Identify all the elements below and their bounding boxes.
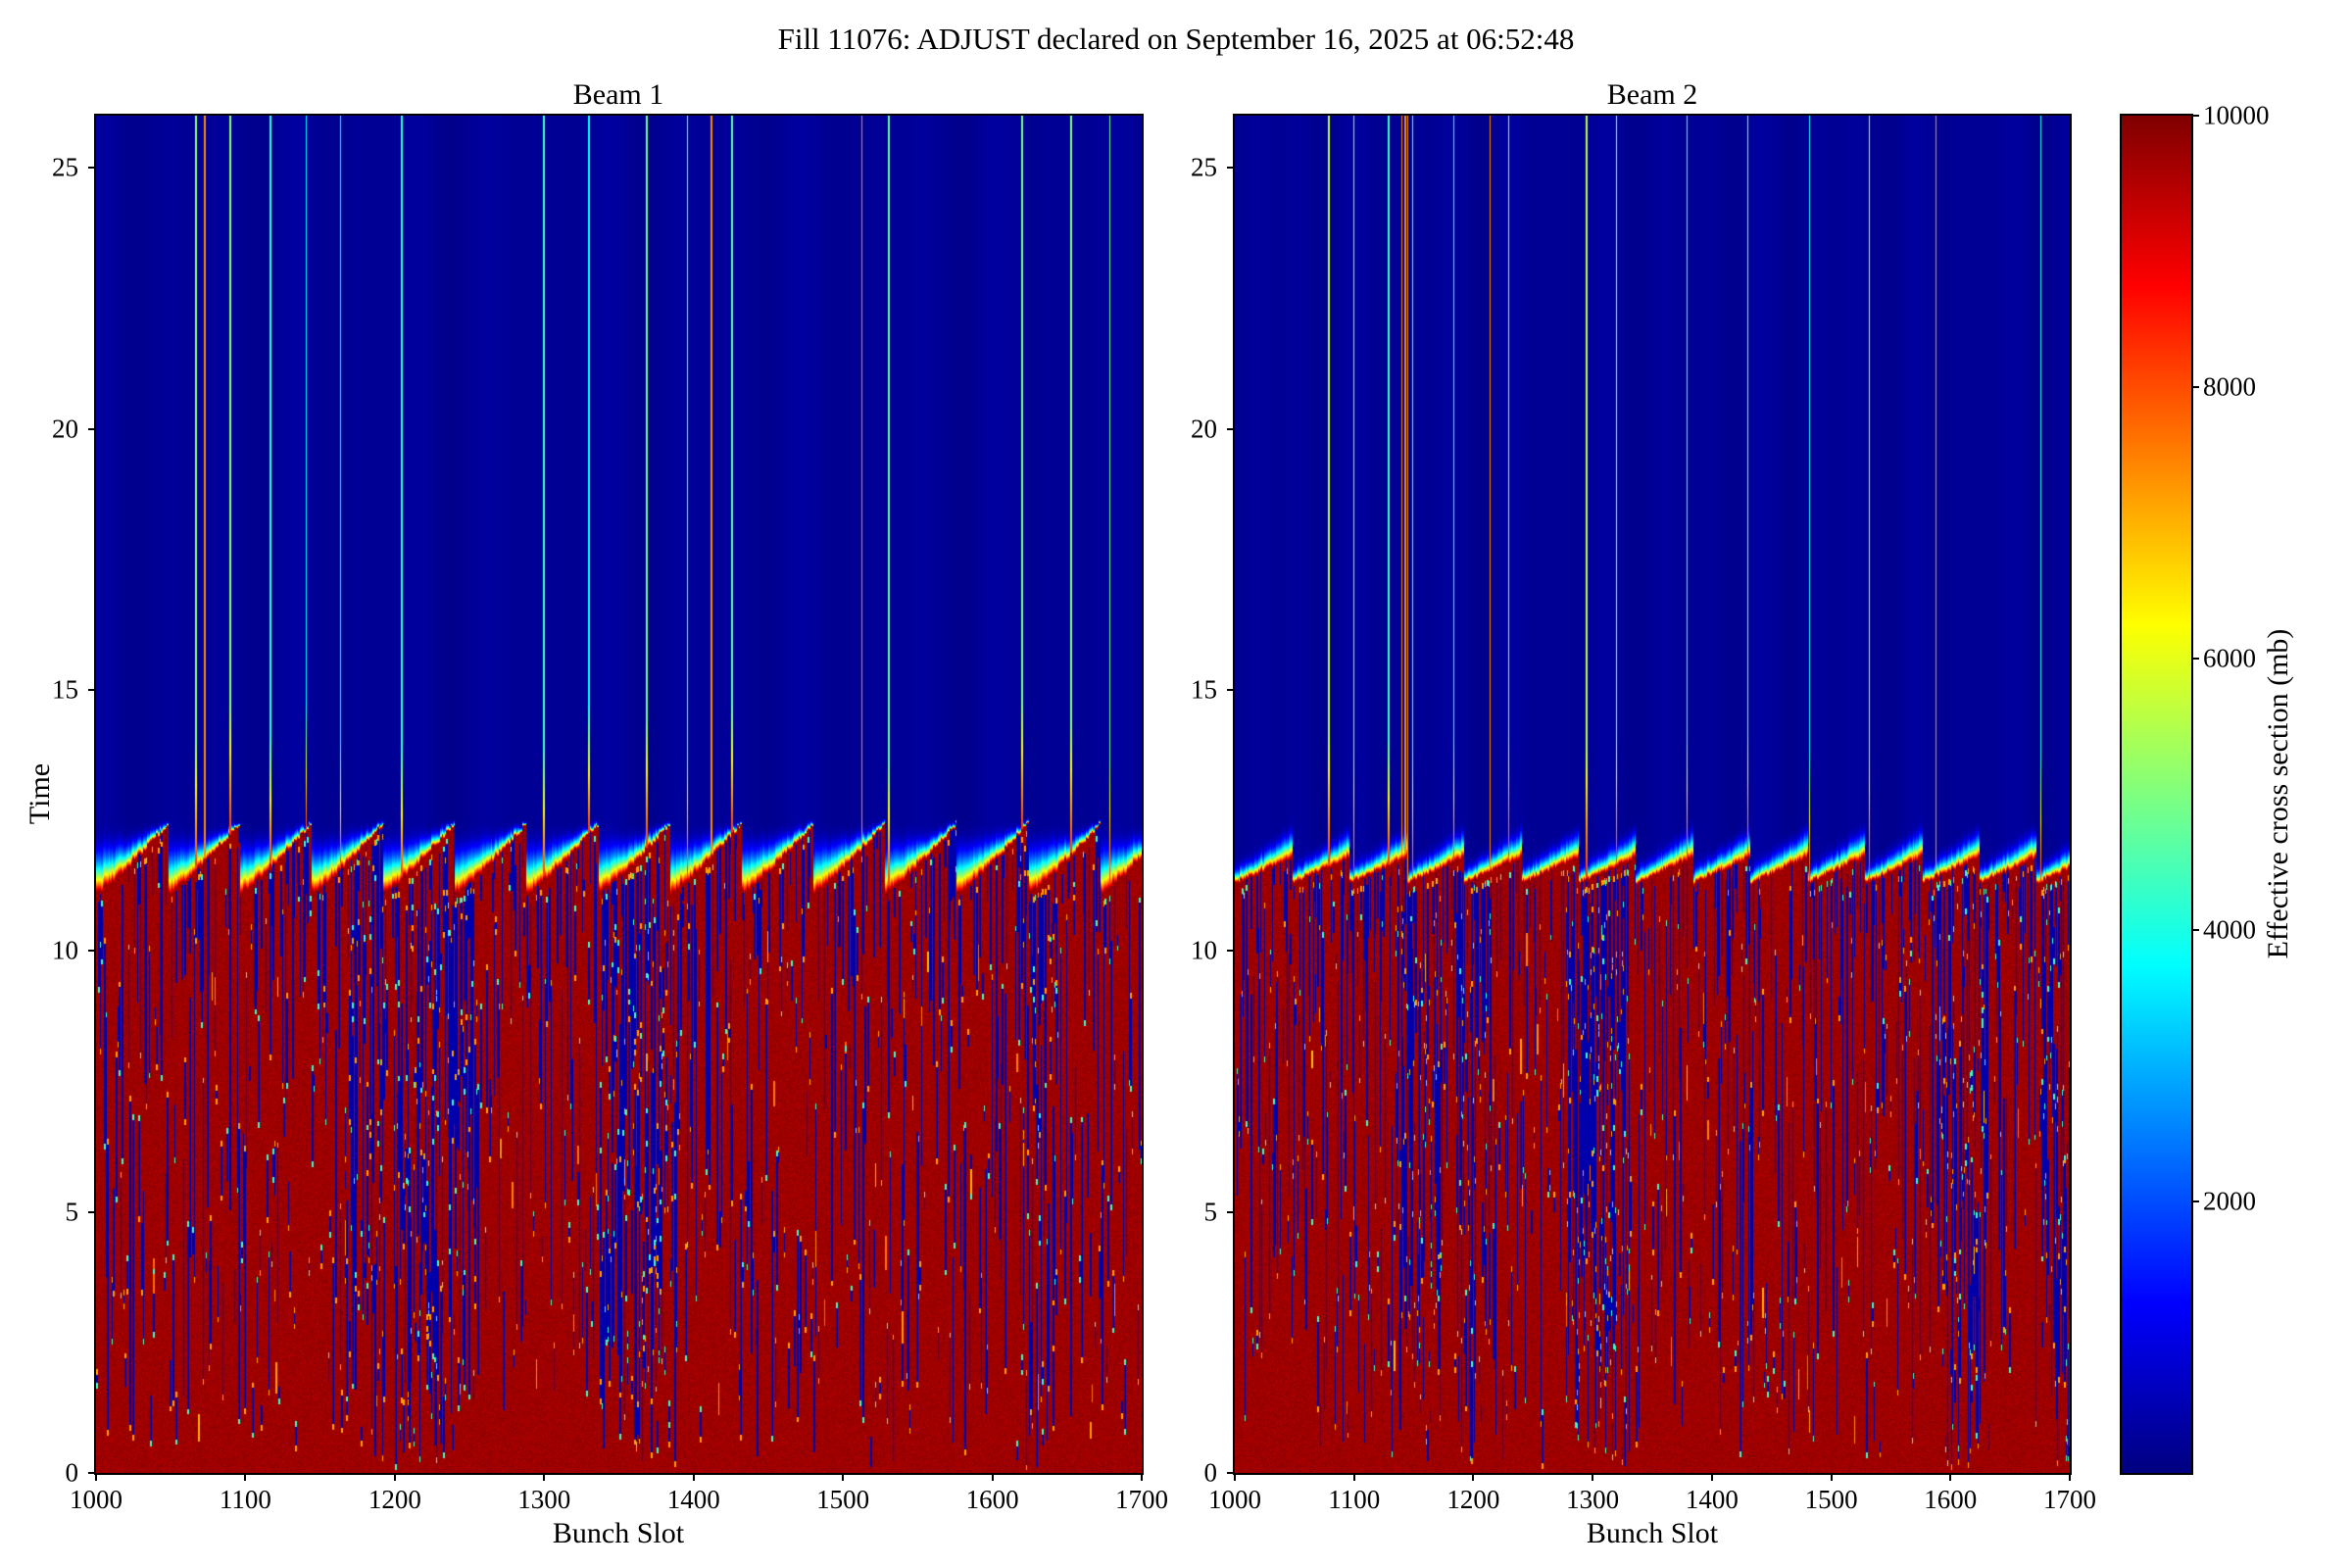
y-tick-label: 25: [1191, 152, 1217, 182]
y-tick-label: 5: [1203, 1197, 1218, 1227]
x-tick-mark: [543, 1473, 546, 1481]
colorbar-label: Effective cross section (mb): [2262, 628, 2294, 959]
x-tick-label: 1600: [965, 1485, 1019, 1514]
colorbar-tick-label: 4000: [2203, 914, 2256, 945]
colorbar-tick-label: 8000: [2203, 371, 2256, 402]
x-tick-mark: [1949, 1473, 1952, 1481]
y-tick-mark: [88, 427, 96, 430]
y-tick-mark: [88, 950, 96, 953]
x-tick-label: 1700: [2043, 1485, 2096, 1514]
x-tick-mark: [1592, 1473, 1594, 1481]
y-tick-mark: [1227, 167, 1235, 170]
y-tick-label: 10: [52, 935, 78, 965]
x-tick-label: 1700: [1115, 1485, 1168, 1514]
x-tick-mark: [1141, 1473, 1143, 1481]
x-tick-mark: [393, 1473, 396, 1481]
colorbar-tick-mark: [2191, 386, 2199, 388]
y-tick-label: 0: [1203, 1457, 1218, 1488]
y-tick-label: 15: [52, 674, 78, 705]
figure-title: Fill 11076: ADJUST declared on September…: [777, 22, 1575, 56]
colorbar-tick-label: 10000: [2203, 100, 2270, 130]
x-tick-mark: [1830, 1473, 1833, 1481]
x-tick-label: 1000: [1208, 1485, 1261, 1514]
y-tick-label: 20: [52, 414, 78, 444]
y-tick-label: 15: [1191, 674, 1217, 705]
x-tick-mark: [2069, 1473, 2071, 1481]
beam1-heatmap: [94, 114, 1144, 1475]
colorbar-tick-mark: [2191, 929, 2199, 931]
x-tick-mark: [991, 1473, 994, 1481]
y-tick-mark: [1227, 427, 1235, 430]
y-tick-mark: [1227, 950, 1235, 953]
x-tick-mark: [95, 1473, 97, 1481]
beam2-title: Beam 2: [1606, 78, 1698, 111]
x-tick-mark: [842, 1473, 845, 1481]
x-tick-label: 1500: [816, 1485, 870, 1514]
beam2-heatmap: [1233, 114, 2072, 1475]
x-axis-label-beam1: Bunch Slot: [552, 1517, 685, 1549]
y-tick-mark: [88, 688, 96, 691]
x-axis-label-beam2: Bunch Slot: [1586, 1517, 1719, 1549]
y-tick-mark: [1227, 688, 1235, 691]
x-tick-mark: [1234, 1473, 1236, 1481]
colorbar-tick-mark: [2191, 115, 2199, 117]
x-tick-label: 1500: [1804, 1485, 1858, 1514]
y-tick-mark: [1227, 1472, 1235, 1474]
x-tick-label: 1100: [219, 1485, 271, 1514]
x-tick-mark: [1472, 1473, 1475, 1481]
x-tick-label: 1400: [1685, 1485, 1739, 1514]
x-tick-mark: [244, 1473, 247, 1481]
x-tick-label: 1200: [368, 1485, 421, 1514]
colorbar-tick-mark: [2191, 658, 2199, 660]
x-tick-label: 1400: [666, 1485, 720, 1514]
x-tick-label: 1300: [517, 1485, 571, 1514]
y-tick-label: 5: [65, 1197, 79, 1227]
x-tick-mark: [1710, 1473, 1713, 1481]
colorbar: [2120, 114, 2193, 1475]
y-tick-label: 25: [52, 152, 78, 182]
x-tick-mark: [1352, 1473, 1355, 1481]
y-tick-label: 20: [1191, 414, 1217, 444]
y-tick-mark: [1227, 1210, 1235, 1213]
x-tick-label: 1600: [1924, 1485, 1978, 1514]
colorbar-tick-mark: [2191, 1200, 2199, 1202]
colorbar-tick-label: 2000: [2203, 1186, 2256, 1216]
y-tick-mark: [88, 1472, 96, 1474]
colorbar-tick-label: 6000: [2203, 643, 2256, 673]
x-tick-label: 1200: [1446, 1485, 1500, 1514]
x-tick-mark: [692, 1473, 695, 1481]
y-tick-mark: [88, 1210, 96, 1213]
y-tick-label: 0: [65, 1457, 79, 1488]
y-tick-mark: [88, 167, 96, 170]
y-tick-label: 10: [1191, 935, 1217, 965]
x-tick-label: 1000: [70, 1485, 122, 1514]
beam1-title: Beam 1: [572, 78, 664, 111]
x-tick-label: 1300: [1566, 1485, 1620, 1514]
y-axis-label: Time: [24, 762, 56, 825]
x-tick-label: 1100: [1328, 1485, 1381, 1514]
